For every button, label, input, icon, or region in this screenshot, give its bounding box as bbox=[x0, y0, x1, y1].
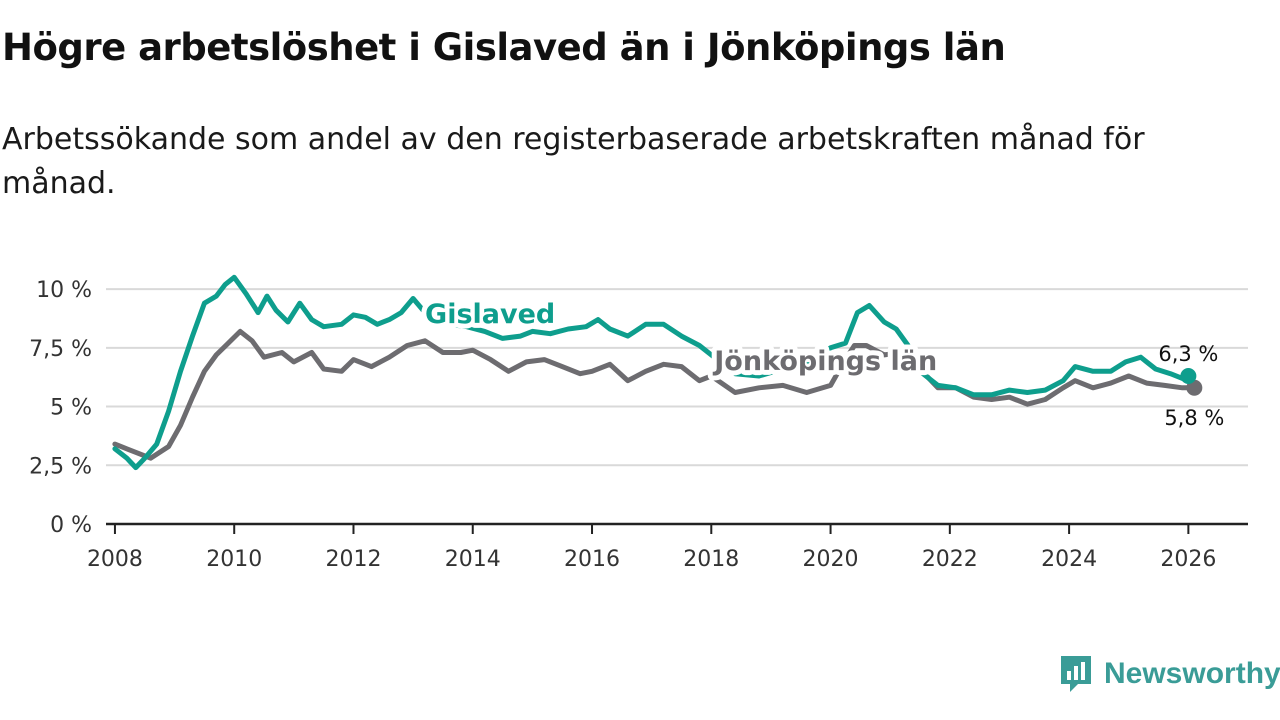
x-tick-label: 2016 bbox=[564, 547, 620, 572]
brand-name: Newsworthy bbox=[1104, 657, 1280, 690]
newsworthy-logo: Newsworthy bbox=[1058, 654, 1280, 694]
series-line-j-nk-pings-l-n bbox=[112, 328, 1197, 461]
chart-title: Högre arbetslöshet i Gislaved än i Jönkö… bbox=[2, 26, 1006, 69]
end-value-label: 5,8 % bbox=[1164, 406, 1224, 430]
end-value-label: 6,3 % bbox=[1158, 342, 1218, 366]
axes: 0 % 2,5 % 5 % 7,5 % 10 % 2008 2010 2012 2014 2016… bbox=[29, 278, 1248, 572]
series-label-gislaved: Gislaved bbox=[425, 299, 555, 330]
x-tick-label: 2024 bbox=[1041, 547, 1097, 572]
x-tick-label: 2012 bbox=[325, 547, 381, 572]
chart-subtitle: Arbetssökande som andel av den registerb… bbox=[2, 122, 1145, 201]
x-tick-label: 2020 bbox=[803, 547, 859, 572]
series-end-point bbox=[1180, 368, 1197, 385]
gridlines bbox=[106, 288, 1248, 467]
series-label-jonkopings-lan: Jönköpings län bbox=[712, 346, 937, 377]
x-tick-label: 2026 bbox=[1160, 547, 1216, 572]
series-labels: 5,8 % 6,3 % Gislaved Jönköpings län bbox=[420, 294, 1224, 430]
x-tick-label: 2010 bbox=[206, 547, 262, 572]
x-tick-label: 2008 bbox=[87, 547, 143, 572]
newsworthy-icon bbox=[1061, 656, 1091, 692]
y-tick-label: 7,5 % bbox=[29, 337, 92, 362]
series bbox=[112, 274, 1203, 471]
x-tick-label: 2018 bbox=[683, 547, 739, 572]
y-tick-label: 5 % bbox=[50, 396, 92, 421]
x-tick-label: 2014 bbox=[445, 547, 501, 572]
y-tick-label: 10 % bbox=[36, 278, 92, 303]
y-tick-label: 0 % bbox=[50, 513, 92, 538]
y-tick-label: 2,5 % bbox=[29, 454, 92, 479]
series-line-gislaved bbox=[112, 274, 1191, 471]
x-tick-label: 2022 bbox=[922, 547, 978, 572]
